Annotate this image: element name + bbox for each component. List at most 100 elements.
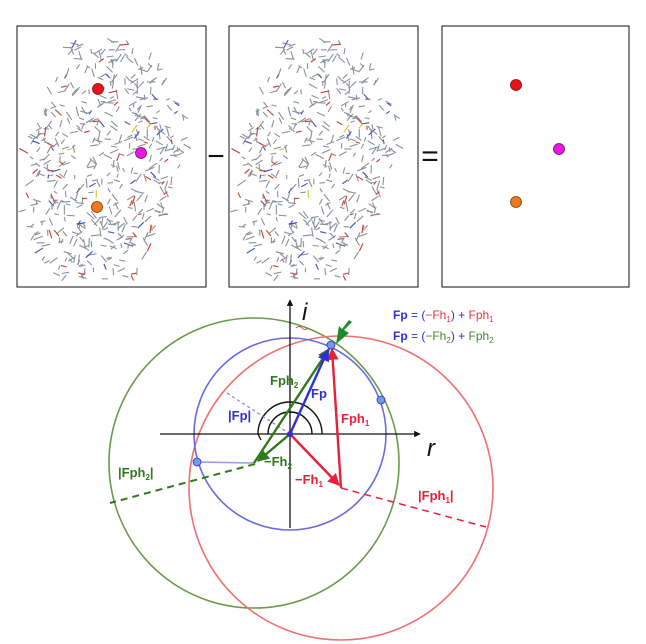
structure-bond xyxy=(54,109,62,116)
structure-bond xyxy=(371,157,376,162)
structure-bond xyxy=(293,90,299,95)
structure-bond xyxy=(35,162,41,167)
structure-bond xyxy=(326,141,335,146)
structure-bond xyxy=(267,131,272,137)
structure-bond xyxy=(347,112,353,118)
structure-bond xyxy=(158,212,167,217)
structure-bond xyxy=(130,272,137,275)
structure-bond xyxy=(237,179,246,187)
structure-bond xyxy=(376,180,381,189)
structure-bond xyxy=(99,215,107,219)
structure-bond xyxy=(86,159,92,168)
structure-bond xyxy=(311,215,319,219)
abs-fp-label: |Fp| xyxy=(228,408,251,423)
structure-bond xyxy=(255,137,258,144)
structure-bond xyxy=(329,267,338,272)
structure-bond xyxy=(289,254,292,265)
structure-bond xyxy=(288,124,293,129)
structure-bond xyxy=(337,75,342,80)
structure-bond xyxy=(50,105,57,109)
structure-bond xyxy=(297,178,300,188)
structure-bond xyxy=(131,47,134,55)
structure-bond xyxy=(325,264,332,267)
structure-bond xyxy=(271,156,273,161)
structure-bond xyxy=(373,180,377,185)
structure-bond xyxy=(369,128,378,136)
structure-bond xyxy=(81,90,87,95)
structure-bond xyxy=(139,97,148,101)
structure-bond xyxy=(311,94,319,99)
structure-bond xyxy=(80,110,88,114)
structure-bond xyxy=(78,272,86,275)
structure-bond xyxy=(275,169,280,177)
structure-bond xyxy=(350,208,356,214)
structure-bond xyxy=(65,203,71,206)
structure-bond xyxy=(110,120,119,128)
structure-bond xyxy=(136,88,139,95)
structure-bond xyxy=(53,272,61,277)
solution-indicator-arrow xyxy=(336,320,352,344)
structure-bond xyxy=(309,118,313,123)
structure-bond xyxy=(265,190,270,194)
structure-bond xyxy=(281,196,290,202)
structure-bond xyxy=(83,130,90,133)
structure-bond xyxy=(306,126,313,133)
structure-bond xyxy=(373,206,377,214)
structure-bond xyxy=(272,238,276,244)
structure-bond xyxy=(59,156,61,161)
structure-bond xyxy=(39,158,45,161)
structure-bond xyxy=(343,225,350,228)
structure-bond xyxy=(33,132,42,140)
structure-bond xyxy=(61,274,67,282)
structure-bond xyxy=(144,215,152,223)
structure-bond xyxy=(167,186,173,189)
structure-bond xyxy=(94,126,101,133)
structure-bond xyxy=(157,68,163,71)
structure-bond xyxy=(134,133,138,142)
structure-bond xyxy=(376,144,381,151)
structure-bond xyxy=(44,260,50,264)
structure-bond xyxy=(130,167,134,174)
structure-bond xyxy=(287,106,292,117)
phase-arc-inner xyxy=(267,411,313,435)
structure-bond xyxy=(117,267,126,272)
structure-bond xyxy=(149,224,152,234)
structure-bond xyxy=(318,37,327,44)
structure-bond xyxy=(114,141,123,146)
structure-bond xyxy=(164,158,169,163)
fp-label: Fp xyxy=(311,386,327,401)
structure-bond xyxy=(298,159,304,168)
structure-bond xyxy=(297,117,307,124)
structure-bond xyxy=(364,176,372,181)
structure-bond xyxy=(25,192,30,199)
structure-bond xyxy=(247,169,253,178)
structure-bond xyxy=(277,203,283,206)
structure-bond xyxy=(288,43,296,48)
structure-bond xyxy=(112,268,115,276)
structure-bond xyxy=(381,135,387,139)
structure-bond xyxy=(281,258,285,263)
structure-bond xyxy=(319,257,325,261)
structure-bond xyxy=(106,55,114,58)
structure-bond xyxy=(129,237,133,244)
structure-bond xyxy=(321,95,327,100)
structure-bond xyxy=(303,179,311,182)
structure-bond xyxy=(36,122,41,128)
structure-bond xyxy=(52,199,56,207)
structure-bond xyxy=(121,223,126,233)
structure-bond xyxy=(100,255,108,263)
structure-bond xyxy=(152,117,158,120)
structure-bond xyxy=(322,244,328,250)
structure-bond xyxy=(132,232,138,238)
structure-bond xyxy=(106,219,114,223)
structure-bond xyxy=(161,180,165,185)
structure-bond xyxy=(75,64,81,70)
structure-bond xyxy=(88,182,96,188)
solution-point xyxy=(326,340,336,350)
structure-bond xyxy=(275,83,282,93)
structure-bond xyxy=(135,190,145,194)
structure-bond xyxy=(69,46,75,55)
structure-bond xyxy=(71,39,77,49)
structure-bond xyxy=(342,275,347,281)
structure-bond xyxy=(123,249,129,255)
